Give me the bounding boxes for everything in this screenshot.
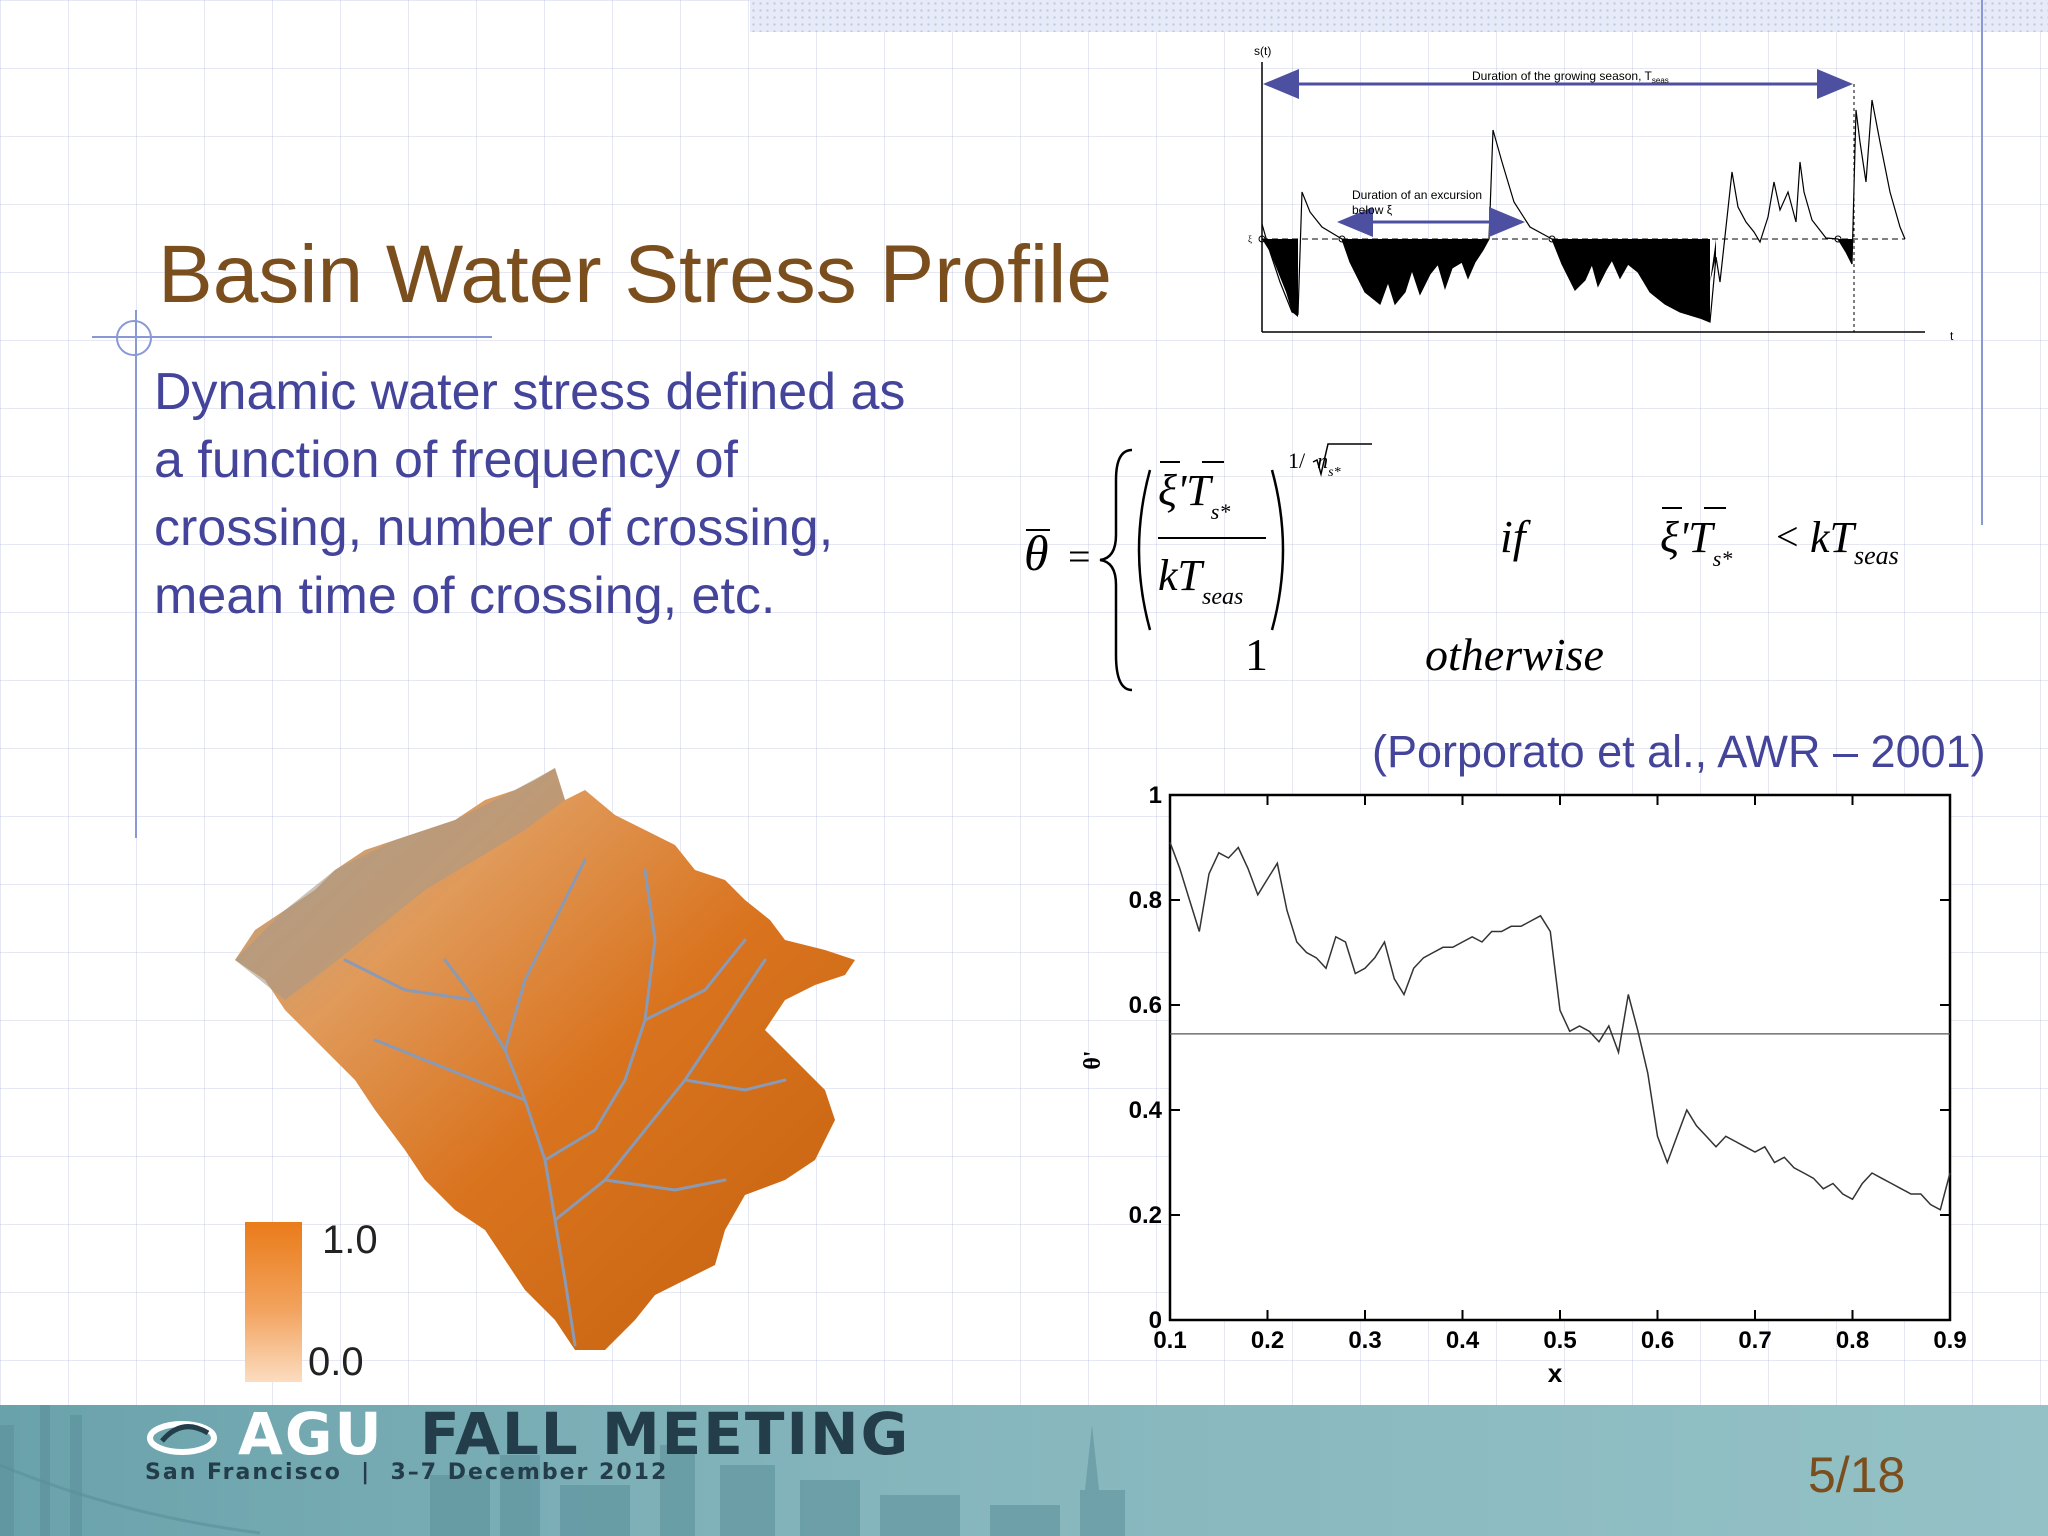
river-network: [343, 858, 787, 1347]
basin-map: [235, 768, 855, 1350]
decorative-vertical-line: [1981, 0, 1983, 525]
y-tick-label: 0: [1149, 1307, 1162, 1334]
x-tick-label: 0.2: [1251, 1327, 1284, 1354]
agu-logo-text: AGU: [238, 1400, 384, 1468]
season-label: Duration of the growing season, Tseas: [1472, 69, 1669, 85]
excursion-area: [1838, 239, 1852, 264]
excursion-label-line1: Duration of an excursion: [1352, 188, 1482, 202]
y-axis-label: θ': [1080, 1050, 1106, 1069]
x-tick-label: 0.4: [1446, 1327, 1480, 1354]
footer-banner: [0, 1405, 2048, 1536]
diagram-y-label: s(t): [1254, 44, 1271, 58]
x-tick-label: 0.5: [1543, 1327, 1576, 1354]
page-number: 5/18: [1808, 1447, 1906, 1503]
condition-right-main: kT: [1810, 513, 1858, 562]
y-tick-label: 0.2: [1129, 1202, 1162, 1229]
denominator: kTseas: [1158, 551, 1243, 610]
excursion-area: [1262, 239, 1298, 317]
denominator-sub: seas: [1202, 584, 1243, 610]
diagram-x-label: t: [1950, 329, 1954, 343]
x-tick-label: 0.1: [1153, 1327, 1186, 1354]
x-tick-label: 0.6: [1641, 1327, 1674, 1354]
denominator-main: kT: [1158, 551, 1206, 600]
exponent-n: n: [1317, 448, 1328, 473]
decorative-band: [750, 0, 2048, 32]
exponent-sqrt: [1312, 443, 1372, 477]
season-label-main: Duration of the growing season, T: [1472, 69, 1653, 83]
left-paren: [1137, 469, 1152, 631]
exponent: 1/ns*: [1288, 448, 1341, 480]
theta-series-line: [1169, 842, 1951, 1211]
threshold-label: ξ: [1248, 234, 1252, 244]
y-tick-label: 0.6: [1129, 992, 1162, 1019]
y-tick-label: 0.4: [1129, 1097, 1163, 1124]
numerator: ξ'Ts*: [1158, 466, 1230, 524]
x-axis-label: x: [1548, 1358, 1563, 1388]
city-skyline: [0, 1405, 1125, 1536]
if-word: if: [1500, 511, 1532, 562]
title-underline: [92, 336, 492, 338]
y-tick-label: 1: [1149, 782, 1162, 809]
excursion-diagram: s(t) t ξ Duration of the growing season,…: [1248, 44, 1954, 343]
equation-lhs: θ: [1024, 525, 1049, 581]
footer-subtitle: San Francisco | 3–7 December 2012: [145, 1460, 669, 1485]
case-brace: [1099, 448, 1133, 692]
soil-moisture-trace: [1261, 99, 1906, 323]
excursion-area: [1552, 239, 1710, 322]
slide-body-text: Dynamic water stress defined as a functi…: [154, 363, 906, 625]
exponent-sub: s*: [1328, 465, 1340, 480]
citation: (Porporato et al., AWR – 2001): [1372, 726, 1986, 777]
condition-right: kTseas: [1810, 513, 1899, 570]
excursion-label-line2: below ξ: [1352, 203, 1393, 217]
condition-lt: <: [1776, 514, 1799, 559]
equation-equals: =: [1068, 534, 1091, 579]
exponent-prefix: 1/: [1288, 448, 1306, 473]
condition-right-sub: seas: [1854, 541, 1899, 570]
x-tick-label: 0.8: [1836, 1327, 1869, 1354]
fall-meeting-text: FALL MEETING: [420, 1400, 911, 1468]
crossing-markers: [1258, 235, 1842, 243]
season-label-sub: seas: [1652, 76, 1669, 85]
agu-swirl-icon: [147, 1421, 217, 1455]
plot-frame: [1168, 793, 1952, 1322]
right-paren: [1270, 469, 1285, 631]
x-tick-label: 0.7: [1738, 1327, 1771, 1354]
legend-max-label: 1.0: [322, 1218, 378, 1262]
theta-chart: 0.1 0.2 0.3 0.4 0.5 0.6 0.7 0.8 0.9 0 0.2 0.4 0.6 0.8…: [1080, 782, 1967, 1388]
theta-equation: θ = ξ'Ts* kTseas 1/ns* if ξ'Ts* < kTseas…: [1024, 443, 1899, 692]
slide-title: Basin Water Stress Profile: [158, 229, 1112, 320]
x-tick-label: 0.3: [1348, 1327, 1381, 1354]
excursion-area: [1710, 239, 1716, 282]
crosshair-icon: [116, 320, 152, 356]
x-tick-label: 0.9: [1933, 1327, 1966, 1354]
otherwise-value: 1: [1245, 629, 1268, 680]
condition-left-sub: s*: [1713, 546, 1733, 571]
hillshade-area: [235, 768, 565, 1000]
y-tick-label: 0.8: [1129, 887, 1162, 914]
legend-min-label: 0.0: [308, 1340, 364, 1384]
legend-color-bar: [245, 1222, 302, 1382]
otherwise-word: otherwise: [1425, 629, 1604, 680]
decorative-vertical-line: [135, 310, 137, 838]
numerator-main: ξ'T: [1158, 466, 1214, 515]
condition-left-main: ξ'T: [1660, 513, 1716, 562]
excursion-area: [1342, 239, 1489, 304]
numerator-sub: s*: [1211, 499, 1231, 524]
condition-left: ξ'Ts*: [1660, 513, 1732, 571]
